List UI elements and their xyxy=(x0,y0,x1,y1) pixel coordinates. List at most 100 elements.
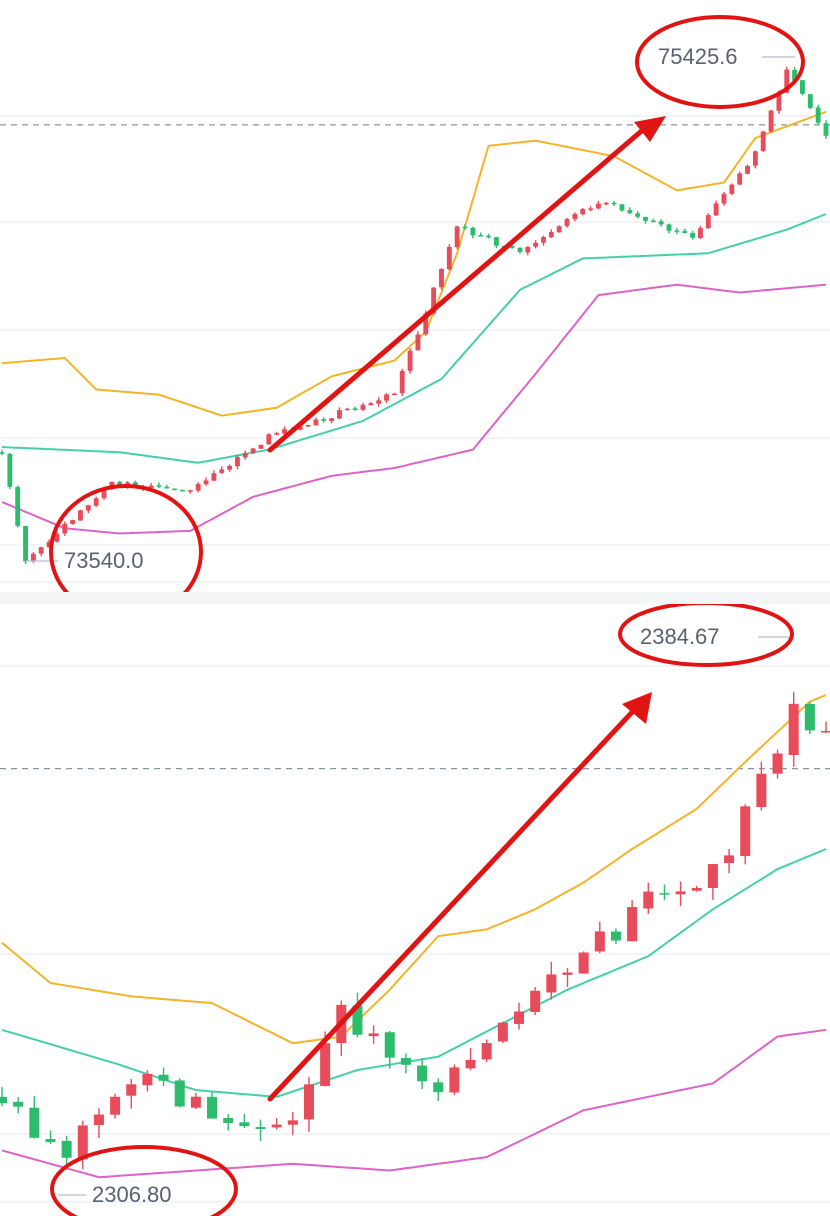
candle xyxy=(415,331,421,351)
candle xyxy=(768,109,774,133)
candle-body xyxy=(724,855,735,864)
candle xyxy=(478,232,484,237)
candle xyxy=(266,433,272,445)
candle-body xyxy=(643,216,648,221)
candle xyxy=(207,1092,218,1119)
candle xyxy=(180,489,185,492)
candle xyxy=(156,482,162,489)
candle-body xyxy=(788,703,799,755)
candle xyxy=(525,246,531,256)
candle-body xyxy=(433,1082,444,1093)
candlestick-chart-bottom: 2384.67 2306.80 xyxy=(0,604,830,1216)
candle-body xyxy=(117,481,123,487)
candle xyxy=(54,531,60,543)
candle-body xyxy=(391,393,397,396)
candle-body xyxy=(610,931,621,941)
candle xyxy=(45,1130,56,1145)
candle xyxy=(77,1120,88,1170)
candle xyxy=(368,1025,379,1044)
candle-body xyxy=(384,1032,395,1058)
candle xyxy=(756,761,767,811)
candle-body xyxy=(541,237,546,243)
candle-body xyxy=(556,226,562,233)
candle xyxy=(93,496,99,507)
high-price-label: 75425.6 xyxy=(658,44,738,69)
candle-body xyxy=(187,490,193,492)
candle xyxy=(46,539,52,548)
candle xyxy=(481,1039,492,1062)
candle xyxy=(13,1097,24,1114)
candle xyxy=(666,223,672,234)
candle-body xyxy=(407,350,413,371)
candlestick-chart-top: 75425.6 73540.0 xyxy=(0,15,830,592)
candle-body xyxy=(78,510,83,521)
candle-body xyxy=(399,370,405,394)
candle-body xyxy=(533,242,539,247)
candle xyxy=(546,961,557,1000)
candle-body xyxy=(713,203,719,216)
candle xyxy=(352,406,358,411)
candle-body xyxy=(250,448,256,453)
candle-body xyxy=(497,1022,508,1042)
candle-body xyxy=(454,226,460,248)
candle xyxy=(729,183,735,196)
candle-body xyxy=(297,426,303,430)
candle xyxy=(219,466,225,475)
candle xyxy=(195,482,201,493)
candle-body xyxy=(493,237,499,246)
panel-divider xyxy=(0,592,830,604)
ma-line xyxy=(1,694,827,1045)
band-mid-line xyxy=(1,848,827,1098)
candle xyxy=(705,213,711,229)
candle xyxy=(271,1118,282,1130)
candle-body xyxy=(635,213,641,217)
candle xyxy=(514,1002,525,1030)
candle xyxy=(707,863,718,900)
candle-body xyxy=(546,974,557,993)
candle-body xyxy=(729,184,735,194)
candle-body xyxy=(282,429,287,434)
candle xyxy=(29,1096,40,1139)
low-price-label-highlight-circle xyxy=(50,1145,238,1216)
low-price-label: 73540.0 xyxy=(64,548,144,573)
candle xyxy=(78,509,83,521)
candle-body xyxy=(690,232,696,238)
candle-body xyxy=(580,209,586,215)
candle-body xyxy=(481,1043,492,1060)
candle-body xyxy=(38,547,44,554)
candle xyxy=(227,464,233,472)
candle-body xyxy=(548,232,554,238)
candle xyxy=(337,407,342,420)
candle-body xyxy=(784,69,790,93)
candle xyxy=(446,244,452,271)
candle xyxy=(611,201,617,207)
candle-body xyxy=(13,1101,24,1107)
candle xyxy=(690,230,696,240)
candle-body xyxy=(352,1005,363,1035)
candle-body xyxy=(595,203,601,209)
candle-body xyxy=(337,410,342,419)
candle xyxy=(454,225,460,250)
candle xyxy=(650,218,656,223)
candle xyxy=(698,225,703,239)
candle-body xyxy=(148,485,154,488)
candle xyxy=(674,227,680,235)
candle-body xyxy=(0,452,5,454)
trend-arrow-shaft xyxy=(267,125,648,453)
ma-line xyxy=(1,110,827,417)
candle xyxy=(433,1078,444,1101)
candle-body xyxy=(174,1080,185,1107)
candle-body xyxy=(603,202,609,205)
candle-body xyxy=(77,1125,88,1160)
candle xyxy=(384,1031,395,1069)
candle-body xyxy=(804,703,815,731)
candle-body xyxy=(0,1096,8,1104)
candle-body xyxy=(15,487,21,526)
candle-body xyxy=(29,1107,40,1138)
candle xyxy=(804,701,815,735)
candle xyxy=(329,418,335,424)
candle xyxy=(530,987,541,1016)
candle-body xyxy=(329,418,335,422)
candle xyxy=(417,1058,428,1090)
candle-body xyxy=(745,165,750,174)
